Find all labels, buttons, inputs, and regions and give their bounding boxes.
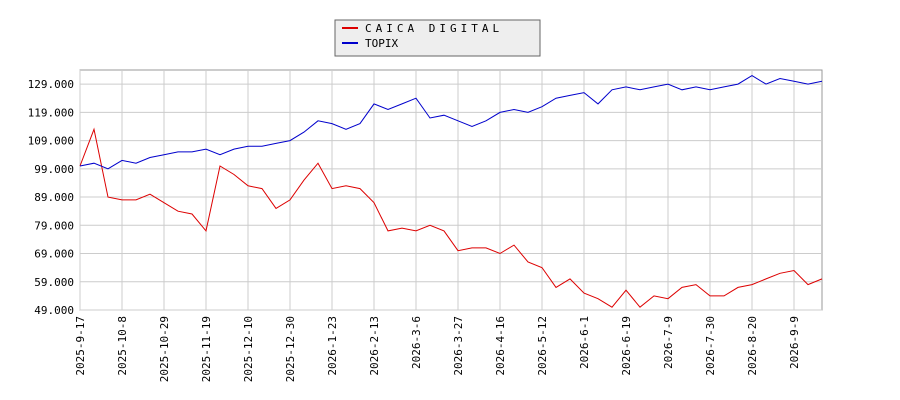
x-tick-label: 2026-6-19 xyxy=(620,316,633,376)
x-tick-label: 2025-12-10 xyxy=(242,316,255,382)
x-tick-label: 2026-7-9 xyxy=(662,316,675,369)
x-tick-label: 2026-2-13 xyxy=(368,316,381,376)
x-tick-label: 2025-9-17 xyxy=(74,316,87,376)
y-tick-label: 119.000 xyxy=(28,106,74,119)
legend-label: TOPIX xyxy=(365,37,398,50)
y-tick-label: 79.000 xyxy=(34,219,74,232)
x-tick-label: 2025-10-8 xyxy=(116,316,129,376)
y-tick-label: 89.000 xyxy=(34,191,74,204)
y-tick-label: 49.000 xyxy=(34,304,74,317)
data-line xyxy=(79,75,823,170)
x-tick-label: 2026-9-9 xyxy=(788,316,801,369)
x-tick-label: 2025-11-19 xyxy=(200,316,213,382)
y-tick-label: 99.000 xyxy=(34,163,74,176)
legend-label: CAICA DIGITAL xyxy=(365,22,503,35)
x-tick-label: 2026-8-20 xyxy=(746,316,759,376)
y-tick-label: 109.000 xyxy=(28,135,74,148)
x-tick-label: 2025-10-29 xyxy=(158,316,171,382)
x-tick-label: 2025-12-30 xyxy=(284,316,297,382)
x-tick-label: 2026-4-16 xyxy=(494,316,507,376)
x-tick-label: 2026-3-27 xyxy=(452,316,465,376)
data-line xyxy=(79,127,823,308)
plot-frame xyxy=(79,69,823,311)
x-tick-label: 2026-3-6 xyxy=(410,316,423,369)
x-tick-label: 2026-1-23 xyxy=(326,316,339,376)
y-tick-label: 129.000 xyxy=(28,78,74,91)
y-tick-label: 59.000 xyxy=(34,276,74,289)
x-tick-label: 2026-7-30 xyxy=(704,316,717,376)
legend-box xyxy=(334,19,541,57)
x-tick-label: 2026-6-1 xyxy=(578,316,591,369)
x-tick-label: 2026-5-12 xyxy=(536,316,549,376)
y-tick-label: 69.000 xyxy=(34,248,74,261)
